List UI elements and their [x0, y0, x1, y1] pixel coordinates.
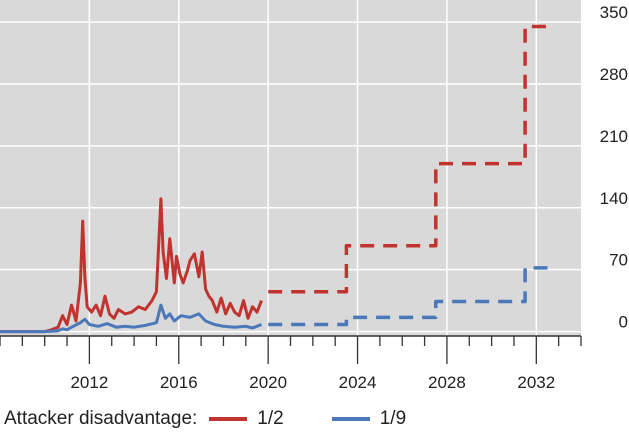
x-tick-label: 2020 [249, 373, 287, 392]
y-tick-label: 350 [600, 3, 628, 22]
series-layer [0, 24, 548, 334]
x-tick-label: 2016 [160, 373, 198, 392]
y-tick-label: 280 [600, 65, 628, 84]
series-line-half-dashed [268, 24, 548, 294]
legend-swatch-blue [331, 417, 370, 421]
legend-swatch-red [209, 417, 248, 421]
legend: Attacker disadvantage: 1/2 1/9 [4, 404, 406, 434]
legend-label-blue: 1/9 [379, 408, 407, 429]
legend-label-red: 1/2 [257, 408, 284, 429]
x-axis-labels: 2012 2016 2020 2024 2028 2032 [70, 373, 555, 392]
legend-title: Attacker disadvantage: [4, 408, 198, 429]
series-line-ninth-solid [0, 303, 263, 334]
chart: 0 70 140 210 280 350 2012 2016 2020 2024 2028 2032 [0, 0, 628, 392]
series-line-ninth-dashed [268, 266, 548, 327]
y-tick-label: 70 [609, 251, 628, 270]
y-tick-label: 0 [619, 313, 628, 332]
x-tick-label: 2032 [517, 373, 555, 392]
y-axis-labels: 0 70 140 210 280 350 [600, 3, 628, 331]
y-tick-label: 210 [600, 127, 628, 146]
x-tick-label: 2024 [339, 373, 377, 392]
legend-entry-blue: 1/9 [330, 408, 406, 430]
legend-entry-red: 1/2 [207, 408, 284, 430]
x-tick-label: 2028 [428, 373, 466, 392]
x-tick-label: 2012 [70, 373, 108, 392]
series-line-half-solid [0, 197, 263, 334]
grid [0, 0, 581, 336]
x-axis [0, 335, 582, 364]
plot-background [0, 0, 581, 336]
y-tick-label: 140 [600, 189, 628, 208]
